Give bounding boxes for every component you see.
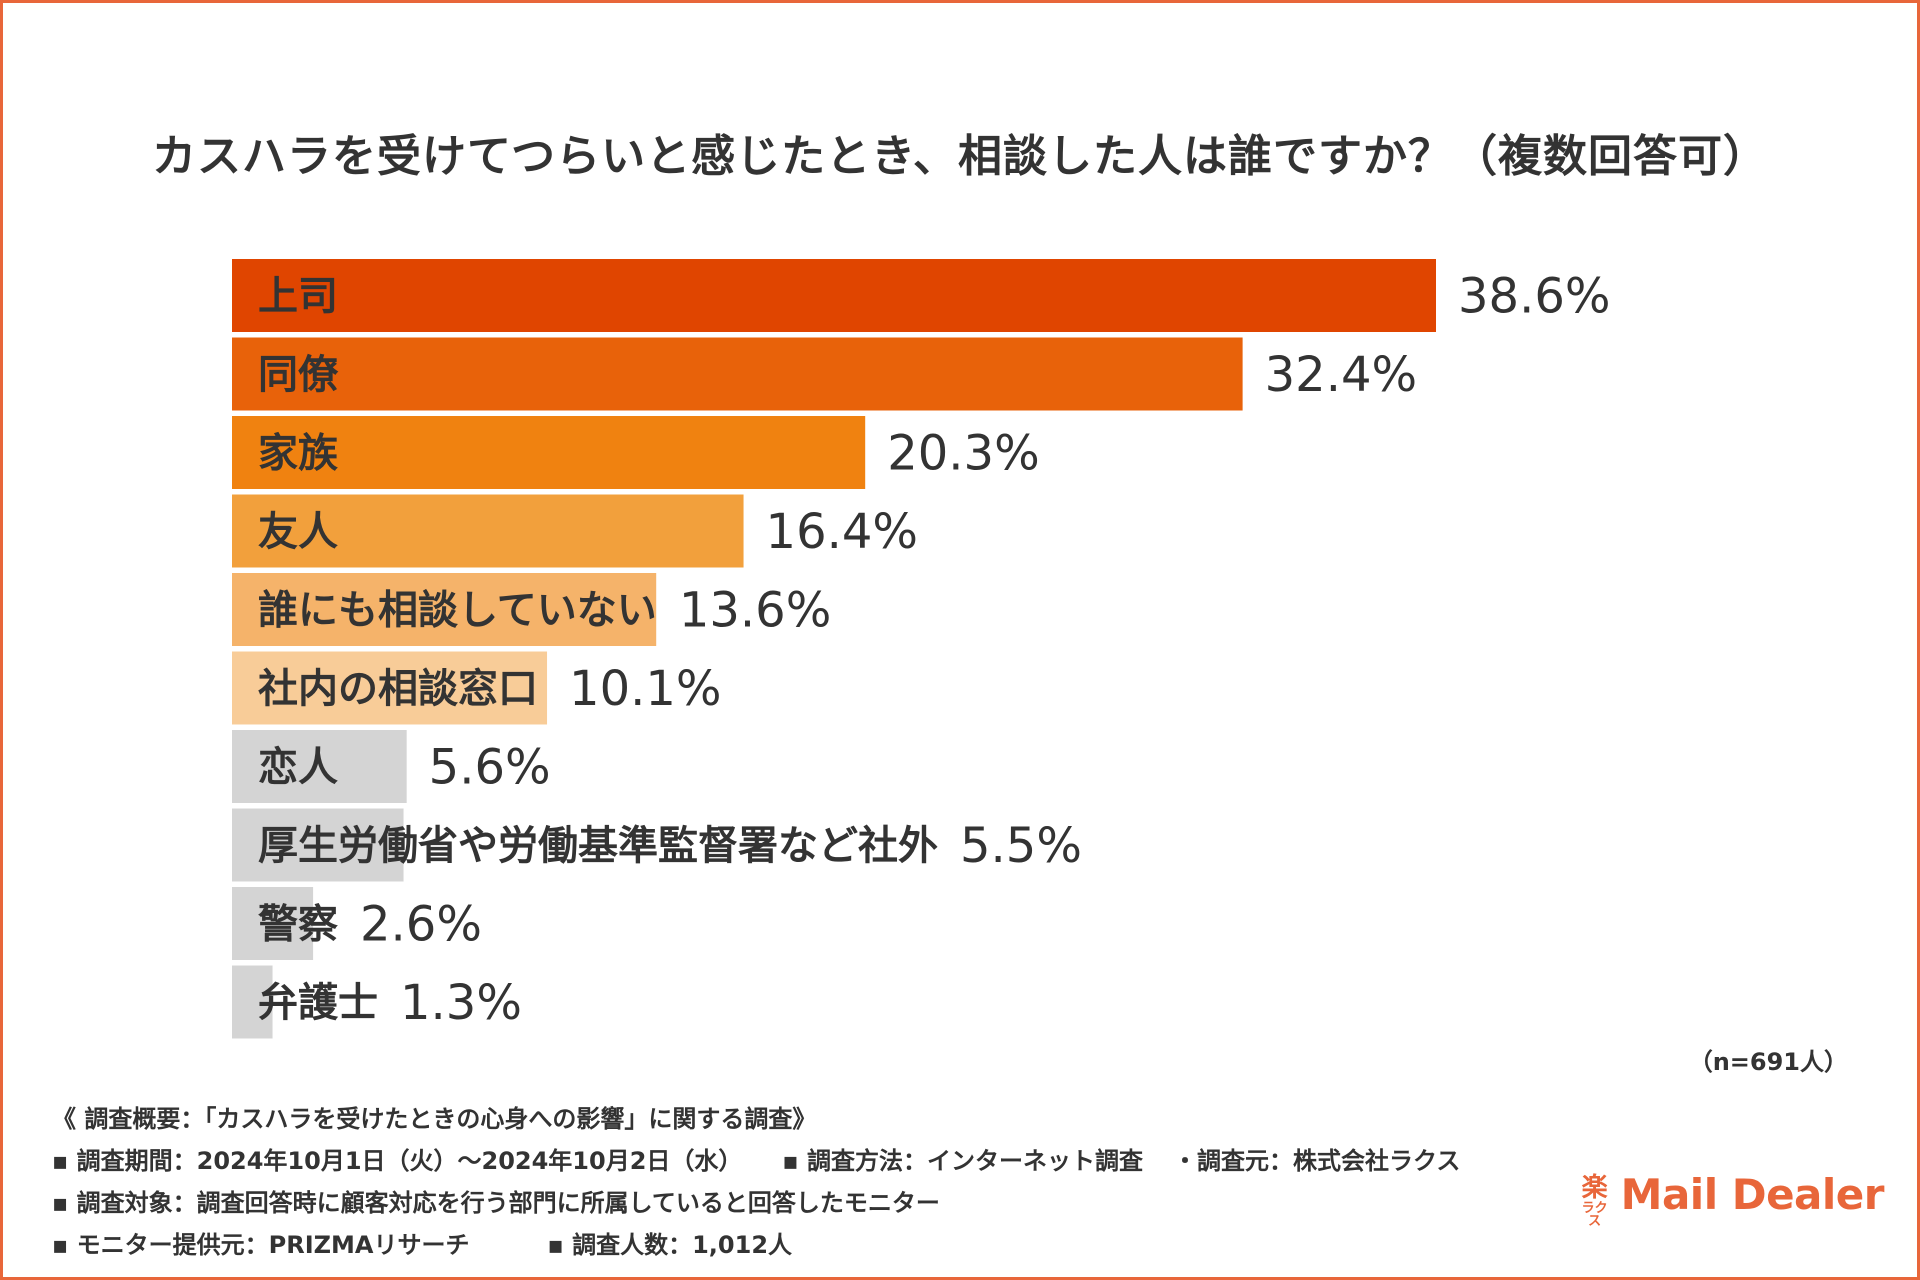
value-label-6: 10.1%	[569, 661, 721, 717]
sample-size-label: （n=691人）	[1688, 1048, 1848, 1076]
logo-text: Mail Dealer	[1620, 1170, 1885, 1219]
value-label-2: 32.4%	[1265, 347, 1417, 403]
value-label-5: 13.6%	[679, 583, 831, 639]
category-label-6: 社内の相談窓口	[258, 666, 538, 712]
value-label-3: 20.3%	[887, 426, 1039, 482]
bar-chart: 上司 38.6% 同僚 32.4% 家族 20.3% 友人 16.4% 誰にも相談していない 13…	[232, 259, 1610, 1039]
survey-period: ▪ 調査期間：2024年10月1日（火）～2024年10月2日（水）	[52, 1147, 743, 1175]
mail-dealer-logo: 楽 ラクス Mail Dealer	[1577, 1170, 1885, 1229]
value-label-8: 5.5%	[960, 818, 1082, 874]
value-label-4: 16.4%	[766, 504, 918, 560]
survey-source: ・調査元：株式会社ラクス	[1173, 1147, 1461, 1175]
bar-8	[232, 808, 404, 882]
category-label-10: 弁護士	[258, 980, 378, 1026]
value-label-7: 5.6%	[429, 740, 551, 796]
bar-1	[232, 259, 1436, 332]
bar-5	[232, 573, 657, 646]
category-label-4: 友人	[258, 509, 338, 555]
category-label-2: 同僚	[258, 352, 339, 398]
bar-2	[232, 337, 1243, 411]
survey-heading: 《 調査概要：「カスハラを受けたときの心身への影響」に関する調査》	[52, 1105, 817, 1133]
survey-provider: ▪ モニター提供元：PRIZMAリサーチ	[52, 1231, 470, 1259]
survey-notes: 《 調査概要：「カスハラを受けたときの心身への影響」に関する調査》 ▪ 調査期間…	[52, 1098, 1460, 1266]
value-label-9: 2.6%	[360, 897, 482, 953]
rakus-logo-icon: 楽 ラクス	[1581, 1172, 1608, 1229]
category-label-9: 警察	[258, 902, 338, 948]
bar-9	[232, 887, 314, 960]
category-label-1: 上司	[258, 274, 338, 320]
chart-title: カスハラを受けてつらいと感じたとき、相談した人は誰ですか？（複数回答可）	[151, 131, 1769, 182]
survey-target: ▪ 調査対象：調査回答時に顧客対応を行う部門に所属していると回答したモニター	[52, 1189, 940, 1217]
value-label-1: 38.6%	[1458, 269, 1610, 325]
survey-method: ▪ 調査方法：インターネット調査	[782, 1147, 1144, 1175]
bar-4	[232, 494, 744, 568]
bar-3	[232, 416, 866, 489]
category-label-8: 厚生労働省や労働基準監督署など社外	[258, 823, 938, 869]
survey-respondents: ▪ 調査人数：1,012人	[547, 1231, 793, 1259]
bar-10	[232, 965, 273, 1039]
category-label-7: 恋人	[258, 745, 338, 791]
value-label-10: 1.3%	[400, 975, 522, 1031]
category-label-5: 誰にも相談していない	[258, 588, 657, 634]
bar-6	[232, 651, 548, 725]
bar-7	[232, 730, 407, 803]
category-label-3: 家族	[258, 431, 338, 477]
